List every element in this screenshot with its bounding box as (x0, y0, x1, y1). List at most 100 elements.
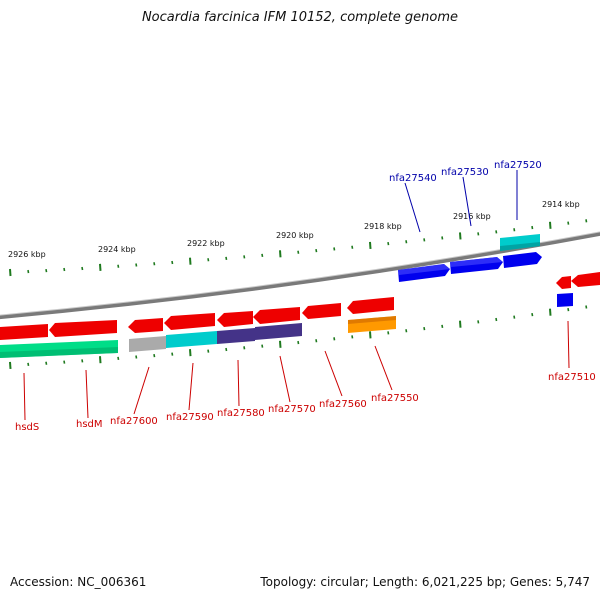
scale-lower-tick (135, 355, 138, 359)
scale-lower-tick (81, 359, 84, 363)
scale-lower-tick (153, 353, 156, 358)
scale-lower-tick (369, 331, 372, 339)
gene-hsdS[interactable] (0, 340, 118, 358)
scale-upper-tick (567, 221, 570, 225)
scale-lower-tick (27, 362, 30, 367)
gene-nfa27590-cyan[interactable] (166, 331, 217, 348)
scale-upper-tick (243, 255, 246, 259)
scale-label-2926: 2926 kbp (8, 250, 46, 259)
scale-upper-tick (261, 253, 264, 258)
scale-upper-tick (513, 228, 516, 232)
scale-lower-tick (387, 331, 390, 335)
gene-nfa27530[interactable] (450, 257, 503, 274)
gene-nfa27510[interactable] (557, 293, 573, 307)
gene-nfa27540[interactable] (398, 264, 450, 282)
scale-upper-tick (531, 225, 534, 230)
scale-upper-tick (585, 219, 588, 223)
gene-nfa27510-red[interactable] (556, 272, 600, 289)
scale-lower-tick (99, 356, 102, 364)
label-nfa27580[interactable]: nfa27580 (217, 408, 265, 419)
scale-lower-tick (405, 329, 408, 333)
scale-upper-tick (81, 266, 84, 271)
scale-lower-tick (567, 308, 570, 312)
label-nfa27590[interactable]: nfa27590 (166, 412, 214, 423)
gene-nfa27560[interactable] (302, 303, 341, 319)
gene-nfa27570-purple[interactable] (255, 323, 302, 340)
scale-upper-tick (459, 232, 462, 240)
scale-upper-tick (369, 241, 372, 250)
scale-upper-tick (45, 268, 48, 273)
scale-upper-tick (423, 238, 426, 242)
scale-upper-tick (117, 264, 120, 268)
leader-nfa27540 (404, 182, 421, 233)
label-nfa27510[interactable]: nfa27510 (548, 372, 596, 383)
scale-lower-tick (297, 340, 300, 345)
label-hsdS[interactable]: hsdS (15, 422, 39, 433)
scale-lower-tick (477, 320, 480, 324)
scale-lower-tick (531, 313, 534, 317)
scale-ticks-lower (9, 305, 588, 370)
leader-nfa27510 (567, 320, 570, 369)
genome-summary-text: Topology: circular; Length: 6,021,225 bp… (260, 575, 590, 589)
leader-nfa27560 (324, 350, 343, 397)
scale-lower-tick (261, 344, 264, 348)
scale-lower-tick (189, 349, 192, 357)
label-nfa27520[interactable]: nfa27520 (494, 160, 542, 171)
scale-lower-tick (315, 339, 318, 343)
gene-nfa27580-purple[interactable] (217, 328, 255, 344)
scale-upper-tick (441, 236, 444, 240)
label-nfa27550[interactable]: nfa27550 (371, 393, 419, 404)
label-nfa27570[interactable]: nfa27570 (268, 404, 316, 415)
gene-nfa27580[interactable] (217, 311, 253, 327)
leader-nfa27590 (188, 362, 194, 411)
leader-nfa27530 (462, 176, 472, 227)
scale-upper-tick (279, 250, 282, 258)
gene-nfa27520-blue[interactable] (503, 252, 542, 268)
scale-upper-tick (153, 262, 156, 266)
scale-lower-tick (45, 361, 48, 365)
scale-lower-tick (207, 349, 210, 353)
scale-lower-tick (423, 326, 426, 331)
gene-hsdS-red[interactable] (0, 324, 48, 340)
scale-upper-tick (495, 230, 498, 234)
scale-label-2918: 2918 kbp (364, 222, 402, 231)
scale-upper-tick (135, 263, 138, 267)
label-nfa27540[interactable]: nfa27540 (389, 173, 437, 184)
scale-upper-tick (9, 268, 12, 277)
scale-lower-tick (459, 320, 462, 328)
scale-lower-tick (9, 361, 12, 370)
label-nfa27530[interactable]: nfa27530 (441, 167, 489, 178)
scale-lower-tick (585, 305, 588, 309)
scale-upper-tick (63, 267, 66, 272)
scale-upper-tick (225, 256, 228, 260)
scale-lower-tick (495, 317, 498, 322)
leader-hsdM (85, 369, 89, 419)
scale-upper-tick (351, 245, 354, 249)
scale-label-2922: 2922 kbp (187, 239, 225, 248)
gene-nfa27590[interactable] (164, 313, 215, 330)
scale-lower-tick (117, 356, 120, 360)
label-nfa27560[interactable]: nfa27560 (319, 399, 367, 410)
label-hsdM[interactable]: hsdM (76, 419, 103, 430)
gene-nfa27600[interactable] (128, 318, 163, 333)
scale-lower-tick (243, 346, 246, 350)
scale-upper-tick (99, 263, 102, 271)
gene-nfa27520[interactable] (500, 234, 540, 251)
leader-nfa27570 (279, 355, 291, 403)
label-nfa27600[interactable]: nfa27600 (110, 416, 158, 427)
gene-hsdM[interactable] (49, 320, 117, 337)
scale-lower-tick (351, 335, 354, 339)
scale-lower-tick (63, 360, 66, 364)
scale-upper-tick (333, 247, 336, 251)
leader-hsdS (23, 372, 26, 421)
gene-nfa27550-orange[interactable] (348, 316, 396, 333)
scale-lower-tick (333, 337, 336, 341)
gene-nfa27550[interactable] (347, 297, 394, 314)
leader-nfa27600 (133, 366, 150, 415)
scale-lower-tick (171, 352, 174, 356)
gene-nfa27600-grey[interactable] (129, 336, 166, 352)
gene-nfa27570[interactable] (253, 307, 300, 324)
scale-upper-tick (27, 269, 30, 274)
